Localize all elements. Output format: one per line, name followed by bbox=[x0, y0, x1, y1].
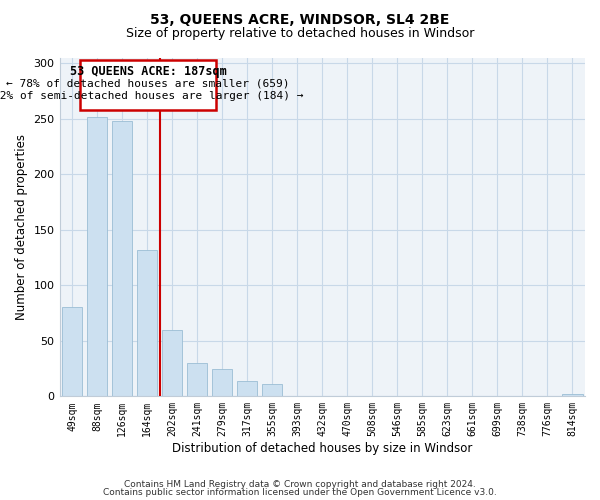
Bar bbox=[262, 384, 283, 396]
Bar bbox=[112, 121, 133, 396]
Y-axis label: Number of detached properties: Number of detached properties bbox=[15, 134, 28, 320]
Bar bbox=[237, 381, 257, 396]
Text: Size of property relative to detached houses in Windsor: Size of property relative to detached ho… bbox=[126, 28, 474, 40]
Bar bbox=[87, 118, 107, 396]
Text: 22% of semi-detached houses are larger (184) →: 22% of semi-detached houses are larger (… bbox=[0, 91, 303, 101]
Text: Contains public sector information licensed under the Open Government Licence v3: Contains public sector information licen… bbox=[103, 488, 497, 497]
Text: 53 QUEENS ACRE: 187sqm: 53 QUEENS ACRE: 187sqm bbox=[70, 66, 226, 78]
FancyBboxPatch shape bbox=[80, 60, 216, 110]
Bar bbox=[62, 308, 82, 396]
Text: ← 78% of detached houses are smaller (659): ← 78% of detached houses are smaller (65… bbox=[6, 78, 290, 88]
X-axis label: Distribution of detached houses by size in Windsor: Distribution of detached houses by size … bbox=[172, 442, 472, 455]
Text: Contains HM Land Registry data © Crown copyright and database right 2024.: Contains HM Land Registry data © Crown c… bbox=[124, 480, 476, 489]
Bar bbox=[187, 363, 208, 396]
Bar bbox=[162, 330, 182, 396]
Bar bbox=[137, 250, 157, 396]
Bar bbox=[562, 394, 583, 396]
Bar bbox=[212, 368, 232, 396]
Text: 53, QUEENS ACRE, WINDSOR, SL4 2BE: 53, QUEENS ACRE, WINDSOR, SL4 2BE bbox=[151, 12, 449, 26]
